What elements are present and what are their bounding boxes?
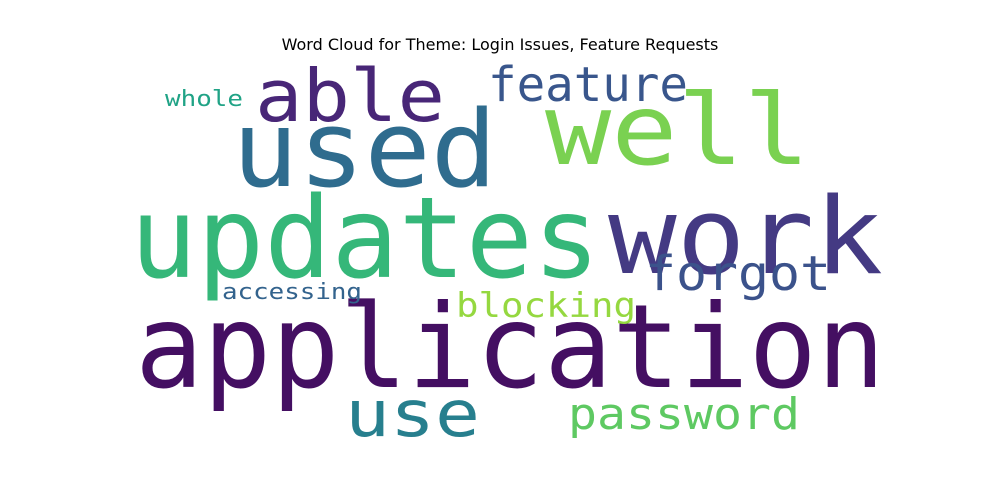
word-application: application [135, 280, 885, 415]
word-whole: whole [165, 87, 243, 112]
word-well: well [545, 74, 810, 188]
word-work: work [608, 175, 883, 298]
word-password: password [568, 389, 800, 440]
word-updates: updates [130, 174, 600, 304]
word-blocking: blocking [456, 286, 636, 326]
word-feature: feature [488, 57, 688, 113]
word-able: able [255, 54, 445, 138]
word-forgot: forgot [645, 246, 831, 302]
chart-title: Word Cloud for Theme: Login Issues, Feat… [281, 35, 719, 54]
word-used: used [232, 88, 497, 211]
word-use: use [345, 378, 480, 452]
word-accessing: accessing [222, 280, 362, 305]
